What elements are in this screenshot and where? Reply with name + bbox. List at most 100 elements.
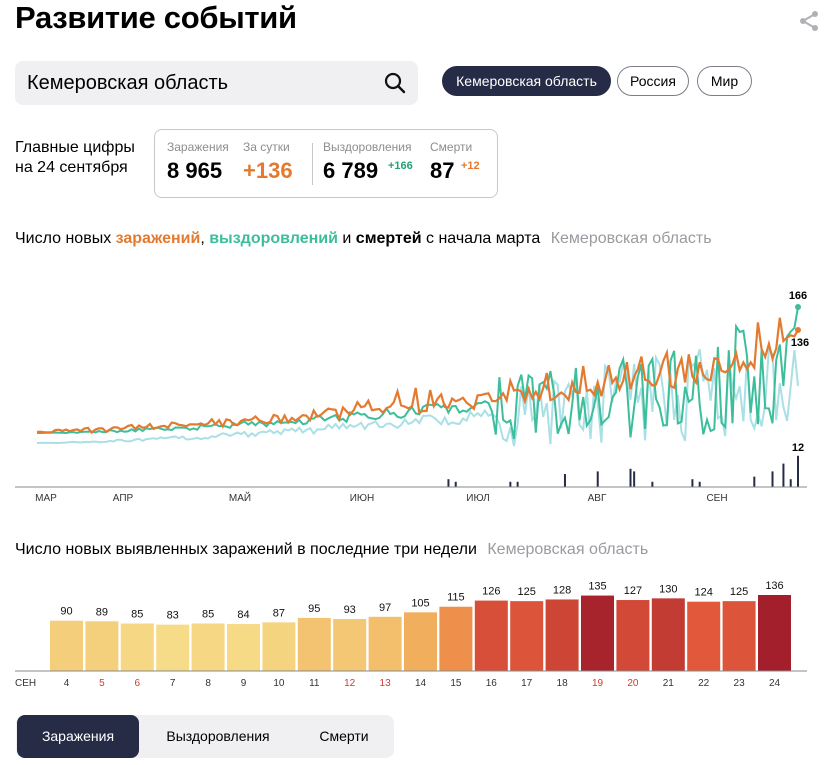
deaths-delta: +12	[461, 160, 480, 172]
bar-value-label: 125	[518, 586, 536, 598]
deaths-bar	[509, 481, 512, 487]
bar-category-label: 11	[309, 678, 320, 689]
bar	[120, 623, 154, 671]
bar-value-label: 130	[659, 583, 677, 595]
bar-chart-region: Кемеровская область	[487, 541, 649, 558]
pill-world[interactable]: Мир	[697, 66, 752, 96]
bar-category-label: 16	[486, 678, 498, 689]
bar-value-label: 115	[447, 592, 465, 604]
bar	[510, 601, 544, 671]
deaths-bar	[789, 479, 792, 487]
bar	[262, 622, 296, 671]
stats-divider	[312, 143, 313, 185]
deaths-bar	[691, 479, 694, 487]
x-tick-label: АПР	[113, 493, 134, 504]
line-chart-title: Число новых заражений, выздоровлений и с…	[15, 230, 712, 248]
deaths-bar	[782, 463, 785, 487]
bar	[191, 623, 225, 671]
bar-value-label: 89	[96, 606, 108, 618]
bar	[545, 599, 579, 671]
infections-end-label: 136	[791, 337, 809, 349]
line-chart-region: Кемеровская область	[550, 230, 712, 247]
bar-chart-title: Число новых выявленных заражений в после…	[15, 541, 648, 559]
recoveries-value: 6 789	[323, 158, 379, 183]
bar-value-label: 84	[237, 609, 249, 621]
tab-infections[interactable]: Заражения	[17, 715, 139, 758]
bar-category-label: 23	[734, 678, 746, 689]
x-tick-label: МАЙ	[229, 491, 251, 504]
deaths-bar	[447, 479, 450, 487]
pill-kemerovo[interactable]: Кемеровская область	[442, 66, 611, 96]
main-figures-date: на 24 сентября	[15, 159, 128, 176]
bar-value-label: 126	[482, 586, 500, 598]
bar-value-label: 136	[765, 580, 783, 592]
metric-tabs: Заражения Выздоровления Смерти	[16, 715, 394, 758]
tab-recoveries[interactable]: Выздоровления	[166, 728, 270, 744]
search-input[interactable]: Кемеровская область	[27, 72, 229, 94]
deaths-bar	[698, 481, 701, 487]
infections-label: Заражения	[167, 140, 229, 154]
bar-value-label: 90	[60, 606, 72, 618]
line-title-part: с начала марта	[421, 230, 541, 247]
infections-line	[36, 317, 799, 435]
bar-category-label: 17	[521, 678, 533, 689]
bar-category-label: 13	[380, 678, 392, 689]
x-tick-label: ИЮЛ	[466, 493, 489, 504]
per-day-value: +136	[243, 158, 293, 183]
bar-value-label: 125	[730, 586, 748, 598]
bar-category-label: 8	[205, 678, 211, 689]
bar-category-label: 10	[273, 678, 285, 689]
bar	[156, 624, 190, 671]
deaths-end-label: 12	[792, 442, 804, 454]
bar-category-label: 20	[627, 678, 639, 689]
bar	[333, 619, 367, 671]
tab-deaths[interactable]: Смерти	[319, 728, 369, 744]
bar-category-label: 24	[769, 678, 781, 689]
region-search[interactable]: Кемеровская область	[15, 61, 418, 105]
bar-category-label: 18	[557, 678, 569, 689]
x-tick-label: АВГ	[588, 493, 607, 504]
line-title-infections: заражений	[115, 230, 201, 247]
infections-end-dot	[795, 327, 801, 333]
bar-value-label: 95	[308, 603, 320, 615]
main-figures-title: Главные цифры на 24 сентября	[15, 138, 135, 178]
deaths-bar	[454, 481, 457, 487]
recoveries-end-label: 166	[789, 290, 807, 302]
line-title-part: и	[337, 230, 356, 247]
bar-chart-title-text: Число новых выявленных заражений в после…	[15, 541, 477, 558]
bar	[581, 595, 614, 671]
bar-category-label: 4	[64, 678, 70, 689]
bar-category-label: 19	[592, 678, 604, 689]
bar	[474, 600, 508, 671]
bar	[50, 620, 83, 671]
x-tick-label: МАР	[35, 493, 57, 504]
main-figures-title-line1: Главные цифры	[15, 139, 135, 156]
deaths-bar	[651, 481, 654, 487]
line-chart: МАР АПР МАЙ ИЮН ИЮЛ АВГ СЕН 166 136 12	[15, 290, 809, 504]
line-title-part: ,	[200, 230, 210, 247]
bar-category-label: 15	[450, 678, 462, 689]
bar-category-label: 5	[99, 678, 105, 689]
bar-value-label: 87	[273, 607, 285, 619]
line-title-part: Число новых	[15, 230, 116, 247]
recoveries-end-dot	[795, 304, 801, 310]
pill-russia[interactable]: Россия	[617, 66, 689, 96]
bar	[439, 606, 473, 671]
recoveries-line	[37, 306, 799, 440]
share-icon[interactable]	[797, 9, 821, 33]
recoveries-label: Выздоровления	[323, 140, 412, 154]
deaths-value: 87	[430, 158, 455, 183]
recoveries-delta: +166	[388, 160, 413, 172]
bar-category-label: 9	[241, 678, 247, 689]
line-title-recoveries: выздоровлений	[209, 230, 338, 247]
bar-value-label: 85	[202, 609, 214, 621]
bar-value-label: 128	[553, 584, 571, 596]
deaths-bar	[753, 476, 756, 487]
bar-category-label: 21	[663, 678, 675, 689]
bar-month-label: СЕН	[15, 678, 36, 689]
deaths-bar	[771, 471, 774, 487]
bar-category-label: 14	[415, 678, 427, 689]
bar-value-label: 97	[379, 602, 391, 614]
bar-value-label: 83	[167, 610, 179, 622]
search-icon[interactable]	[382, 70, 408, 96]
